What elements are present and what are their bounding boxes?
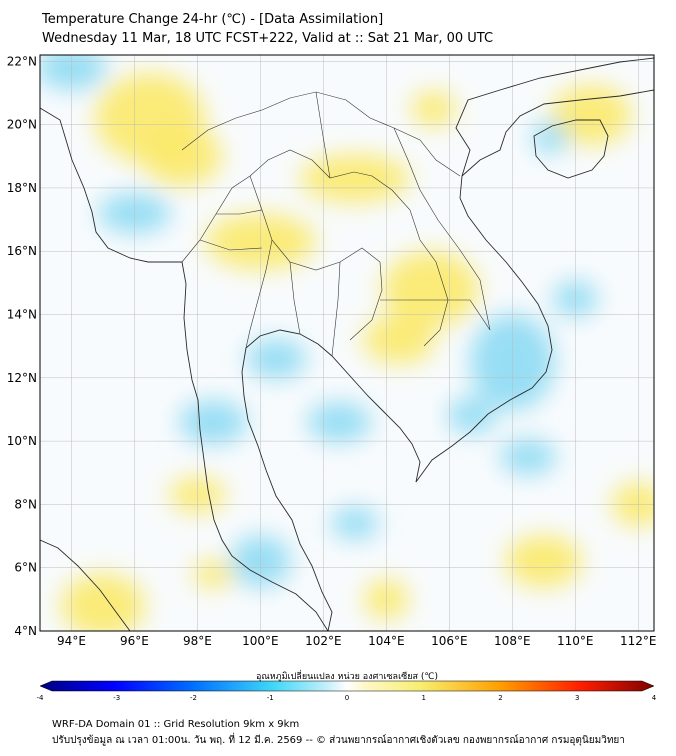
- cool-anomaly-region: [179, 400, 248, 445]
- latitude-label: 4°N: [14, 624, 37, 638]
- colorbar-tick-label: -1: [267, 694, 274, 702]
- longitude-label: 104°E: [368, 634, 405, 648]
- footer-credits: ปรับปรุงข้อมูล ณ เวลา 01:00น. วัน พฤ. ที…: [52, 735, 625, 746]
- warm-anomaly-region: [141, 126, 222, 187]
- warm-anomaly-region: [60, 573, 145, 631]
- colorbar-tick-label: 3: [575, 694, 579, 702]
- longitude-label: 108°E: [494, 634, 531, 648]
- longitude-label: 110°E: [557, 634, 594, 648]
- latitude-label: 10°N: [7, 434, 37, 448]
- cool-anomaly-region: [532, 121, 569, 154]
- colorbar-tick-label: -2: [190, 694, 197, 702]
- colorbar-tick-label: -3: [113, 694, 120, 702]
- map-frame: [39, 54, 655, 632]
- map-title: Temperature Change 24-hr (℃) - [Data Ass…: [42, 12, 384, 27]
- warm-anomaly-region: [299, 154, 410, 203]
- latitude-label: 6°N: [14, 561, 37, 575]
- warm-anomaly-region: [382, 251, 479, 328]
- colorbar: [39, 680, 655, 692]
- longitude-label: 96°E: [120, 634, 149, 648]
- longitude-label: 100°E: [242, 634, 279, 648]
- longitude-label: 102°E: [305, 634, 342, 648]
- colorbar-tick-label: -4: [37, 694, 45, 702]
- warm-anomaly-region: [362, 315, 435, 364]
- cool-anomaly-region: [500, 438, 557, 475]
- footer-model-info: WRF-DA Domain 01 :: Grid Resolution 9km …: [52, 719, 300, 730]
- colorbar-label: อุณหภูมิเปลี่ยนแปลง หน่วย องศาเซลเซียส (…: [255, 672, 439, 682]
- colorbar-tick-label: 4: [652, 694, 657, 702]
- cool-anomaly-region: [307, 402, 372, 443]
- latitude-labels: 4°N 6°N 8°N 10°N 12°N 14°N 16°N 18°N 20°N 22°N: [7, 54, 37, 638]
- admin-borders: [181, 91, 491, 357]
- latitude-label: 14°N: [7, 308, 37, 322]
- cool-anomaly-region: [447, 397, 496, 434]
- latitude-label: 12°N: [7, 371, 37, 385]
- longitude-label: 106°E: [431, 634, 468, 648]
- latitude-label: 8°N: [14, 497, 37, 511]
- latitude-label: 22°N: [7, 54, 37, 68]
- warm-anomaly-region: [505, 535, 582, 588]
- cool-anomaly-region: [246, 338, 307, 379]
- colorbar-tick-label: 0: [345, 694, 349, 702]
- longitude-labels: 94°E 96°E 98°E 100°E 102°E 104°E 106°E 108°E 110…: [57, 634, 656, 648]
- longitude-label: 112°E: [620, 634, 657, 648]
- map-subtitle: Wednesday 11 Mar, 18 UTC FCST+222, Valid…: [42, 31, 494, 46]
- cool-anomaly-region: [40, 55, 107, 90]
- latitude-label: 20°N: [7, 118, 37, 132]
- temperature-anomaly-field: [40, 55, 654, 631]
- cool-anomaly-region: [330, 507, 379, 540]
- longitude-label: 94°E: [57, 634, 86, 648]
- warm-anomaly-region: [193, 560, 234, 589]
- graticule: [40, 55, 654, 631]
- colorbar-tick-label: 2: [498, 694, 502, 702]
- warm-anomaly-region: [551, 85, 632, 146]
- warm-anomaly-region: [411, 90, 456, 127]
- latitude-label: 16°N: [7, 244, 37, 258]
- longitude-label: 98°E: [183, 634, 212, 648]
- colorbar-ticks: -4 -3 -2 -1 0 1 2 3 4: [37, 694, 657, 702]
- latitude-label: 18°N: [7, 181, 37, 195]
- colorbar-tick-label: 1: [422, 694, 426, 702]
